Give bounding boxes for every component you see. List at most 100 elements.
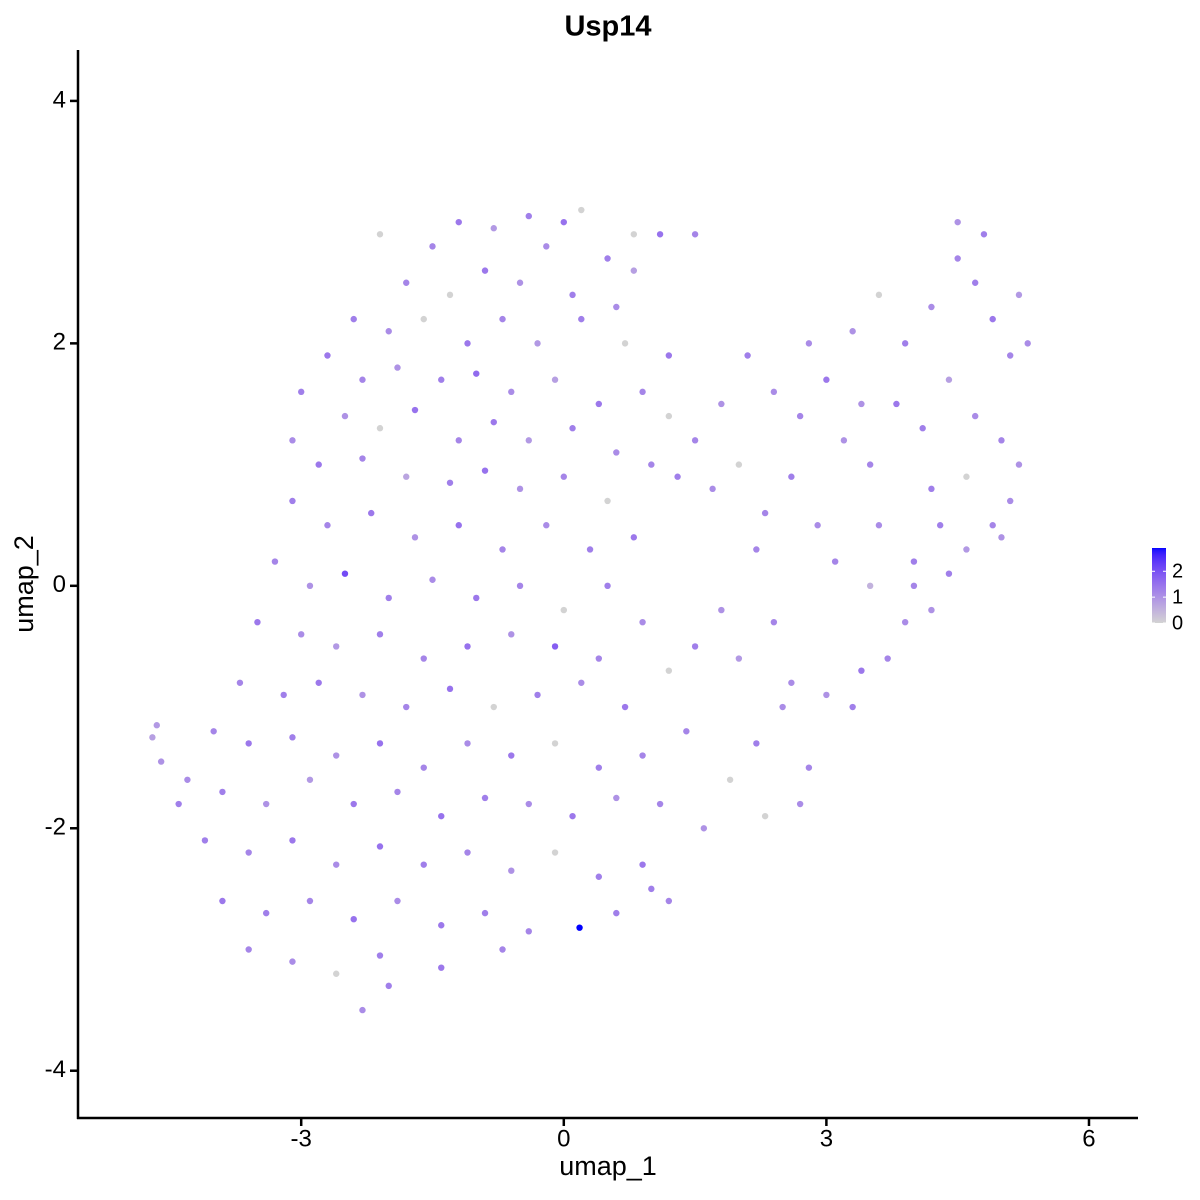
point (551, 849, 559, 856)
point (394, 897, 401, 905)
point (350, 915, 357, 923)
point (481, 267, 489, 274)
point (735, 461, 743, 468)
point (341, 412, 349, 420)
point (901, 340, 909, 347)
point (753, 740, 760, 747)
point (525, 212, 532, 220)
y-tick-label: -4 (45, 1056, 66, 1083)
x-tick-label: -3 (291, 1125, 312, 1152)
point (998, 437, 1005, 444)
point (473, 594, 480, 602)
point (945, 570, 953, 577)
point (576, 924, 583, 931)
point (613, 909, 620, 917)
point (245, 740, 252, 747)
point (455, 522, 462, 529)
point (376, 740, 384, 747)
point (464, 340, 471, 347)
point (639, 388, 646, 396)
point (464, 643, 471, 650)
point (901, 618, 909, 626)
point (788, 473, 795, 480)
point (683, 728, 690, 735)
point (656, 800, 664, 808)
point (219, 897, 226, 905)
point (394, 364, 401, 371)
point (569, 425, 576, 432)
point (411, 534, 419, 541)
point (718, 606, 725, 614)
point (823, 691, 830, 699)
x-axis-label: umap_1 (559, 1151, 657, 1181)
point (464, 849, 471, 856)
point (779, 703, 786, 711)
point (866, 582, 874, 590)
point (403, 279, 410, 286)
point (1007, 497, 1014, 505)
point (630, 231, 638, 238)
colorbar (1152, 548, 1166, 623)
point (805, 340, 813, 347)
point (516, 582, 524, 590)
point (726, 776, 734, 783)
point (1024, 340, 1031, 347)
point (578, 679, 585, 686)
point (333, 861, 340, 868)
point (315, 461, 322, 468)
point (910, 582, 918, 590)
point (735, 655, 743, 662)
point (866, 461, 874, 468)
point (324, 352, 331, 359)
point (928, 485, 935, 493)
point (516, 485, 524, 493)
point (385, 594, 392, 602)
point (831, 558, 839, 565)
point (621, 703, 629, 711)
point (639, 861, 646, 868)
point (153, 722, 160, 729)
point (595, 400, 603, 408)
point (639, 752, 646, 759)
point (289, 837, 296, 844)
point (840, 437, 848, 444)
point (910, 558, 918, 565)
point (446, 479, 454, 486)
point (271, 558, 279, 565)
point (753, 546, 760, 553)
point (403, 473, 410, 480)
point (543, 522, 550, 529)
point (411, 406, 419, 414)
point (481, 794, 489, 802)
point (639, 618, 646, 626)
point (560, 473, 567, 480)
point (490, 418, 497, 426)
point (499, 546, 506, 553)
point (341, 570, 349, 577)
point (761, 509, 769, 517)
point (508, 867, 515, 874)
point (508, 631, 515, 638)
point (262, 800, 270, 808)
point (315, 679, 322, 686)
point (481, 467, 489, 474)
point (359, 376, 366, 383)
point (534, 691, 541, 699)
point (306, 776, 314, 783)
chart-title: Usp14 (564, 11, 651, 43)
point (157, 758, 165, 765)
point (298, 631, 305, 638)
point (744, 352, 751, 359)
point (893, 400, 900, 408)
point (543, 243, 550, 250)
point (446, 291, 454, 299)
point (718, 400, 725, 408)
point (175, 800, 182, 808)
point (648, 885, 655, 893)
point (665, 412, 673, 420)
point (464, 740, 471, 747)
point (936, 522, 944, 529)
point (569, 291, 576, 299)
point (490, 225, 497, 232)
